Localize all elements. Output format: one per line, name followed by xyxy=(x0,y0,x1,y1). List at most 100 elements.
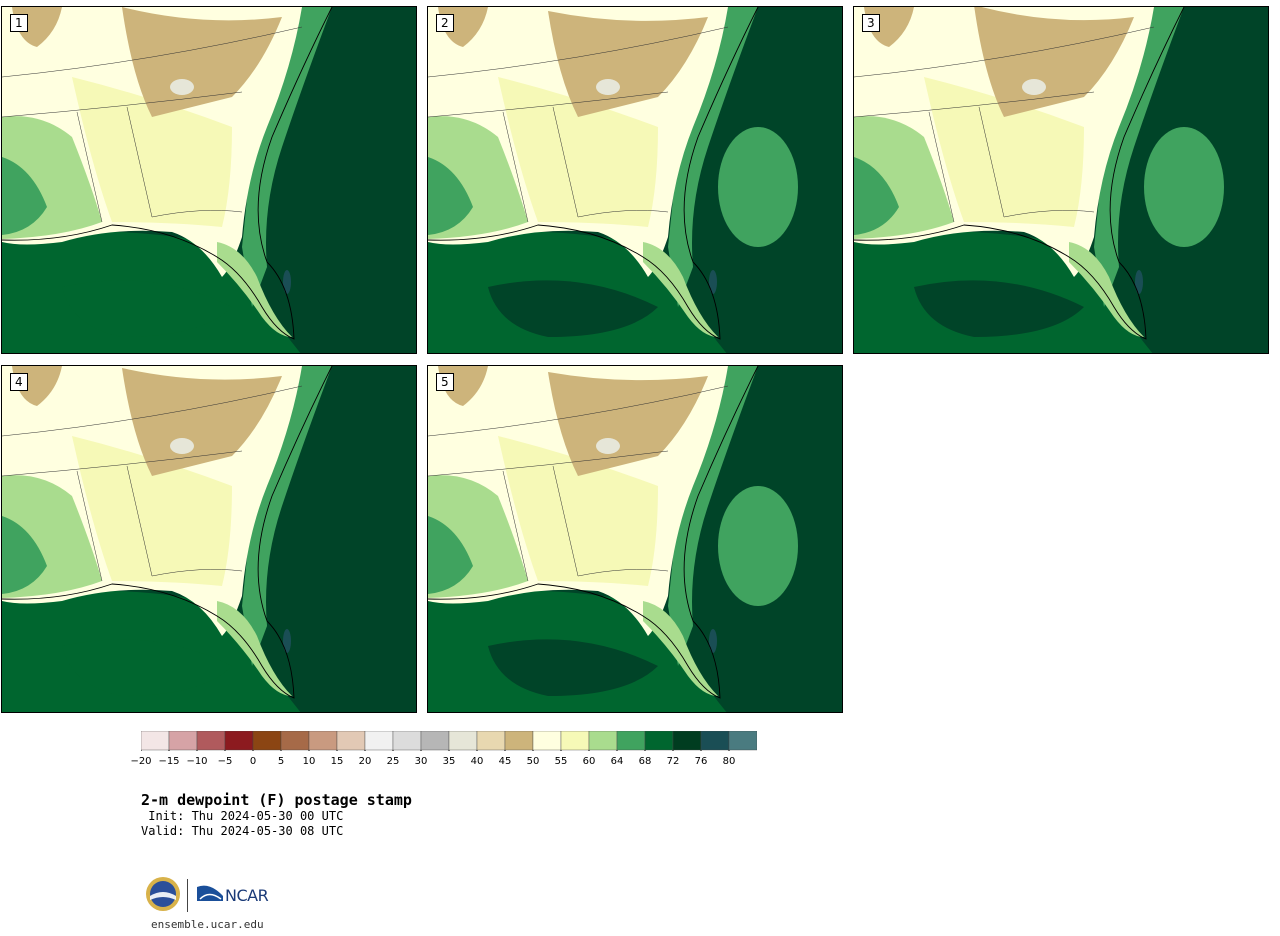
interior-band xyxy=(924,77,1084,227)
colorbar-swatch xyxy=(141,731,170,751)
coastline xyxy=(2,7,333,340)
interior-band xyxy=(72,436,232,586)
colorbar-tick-label: 15 xyxy=(330,756,344,767)
colorbar-swatch xyxy=(672,731,702,751)
colorbar-tick-label: 60 xyxy=(582,756,596,767)
florida-peninsula xyxy=(217,601,292,696)
offshore-moist-region xyxy=(1144,127,1224,247)
high-terrain-patch xyxy=(170,438,194,454)
dewpoint-map-5 xyxy=(428,366,842,712)
valid-time: Valid: Thu 2024-05-30 08 UTC xyxy=(141,824,344,838)
colorbar-tick-label: 72 xyxy=(666,756,680,767)
colorbar-tick-label: 64 xyxy=(610,756,624,767)
gulf-dry-patch xyxy=(488,639,658,696)
member-label: 4 xyxy=(10,373,28,391)
colorbar-swatch xyxy=(196,731,226,751)
colorbar-swatch xyxy=(700,731,730,751)
gulf-dry-patch xyxy=(914,280,1084,337)
appalachian-dry-region xyxy=(122,7,282,117)
colorbar-tick-label: 80 xyxy=(722,756,736,767)
appalachian-dry-region xyxy=(548,372,708,476)
dewpoint-map-1 xyxy=(2,7,416,353)
dewpoint-map-3 xyxy=(854,7,1268,353)
high-terrain-patch xyxy=(596,79,620,95)
colorbar-swatch xyxy=(280,731,310,751)
dewpoint-map-4 xyxy=(2,366,416,712)
member-panel-4: 4 xyxy=(1,365,417,713)
colorbar-tick-label: −5 xyxy=(217,756,233,767)
interior-band xyxy=(72,77,232,227)
coastline xyxy=(854,7,1185,340)
appalachian-dry-region xyxy=(974,7,1134,117)
colorbar-tick-label: 20 xyxy=(358,756,372,767)
gulf-dry-patch xyxy=(62,639,232,696)
offshore-moist-region xyxy=(718,486,798,606)
florida-peninsula xyxy=(1069,242,1144,337)
southwest-humid-region xyxy=(428,157,473,235)
interior-band xyxy=(498,436,658,586)
colorbar-tick-label: 55 xyxy=(554,756,568,767)
high-terrain-patch xyxy=(170,79,194,95)
member-label: 2 xyxy=(436,14,454,32)
colorbar-tick-label: −15 xyxy=(158,756,180,767)
state-borders xyxy=(2,26,303,223)
appalachian-dry-region xyxy=(122,368,282,476)
logo-block: NCAR ensemble.ucar.edu xyxy=(145,876,285,936)
colorbar-tick-label: 30 xyxy=(414,756,428,767)
colorbar-tick-label: 50 xyxy=(526,756,540,767)
colorbar-swatch xyxy=(504,731,534,751)
gulf-dry-patch xyxy=(488,280,658,337)
member-label: 5 xyxy=(436,373,454,391)
nsf-logo-icon xyxy=(146,877,180,911)
colorbar-tick-label: 0 xyxy=(249,756,257,767)
florida-peninsula xyxy=(643,242,718,337)
colorbar-swatch xyxy=(420,731,450,751)
high-terrain-patch xyxy=(1022,79,1046,95)
colorbar-swatch xyxy=(448,731,478,751)
colorbar-swatch xyxy=(224,731,254,751)
coastline xyxy=(428,366,759,699)
southwest-humid-region xyxy=(428,516,473,594)
colorbar-swatch xyxy=(476,731,506,751)
lake-okeechobee xyxy=(283,270,291,294)
colorbar-tick-label: 45 xyxy=(498,756,512,767)
dewpoint-map-2 xyxy=(428,7,842,353)
florida-peninsula xyxy=(217,242,292,337)
lake-okeechobee xyxy=(1135,270,1143,294)
logo-divider xyxy=(187,879,188,912)
lake-okeechobee xyxy=(709,270,717,294)
colorbar-swatch xyxy=(392,731,422,751)
member-panel-3: 3 xyxy=(853,6,1269,354)
colorbar-tick-label: −20 xyxy=(130,756,152,767)
interior-band xyxy=(498,77,658,227)
member-label: 1 xyxy=(10,14,28,32)
southwest-humid-region xyxy=(2,516,47,594)
colorbar-tick-label: 76 xyxy=(694,756,708,767)
colorbar-swatch xyxy=(588,731,618,751)
state-borders xyxy=(428,26,729,223)
lake-okeechobee xyxy=(283,629,291,653)
appalachian-dry-region xyxy=(548,11,708,117)
colorbar-tick-label: 68 xyxy=(638,756,652,767)
colorbar-tick-label: 5 xyxy=(277,756,285,767)
colorbar-swatch xyxy=(168,731,198,751)
lake-okeechobee xyxy=(709,629,717,653)
colorbar-swatch xyxy=(728,731,757,751)
member-label: 3 xyxy=(862,14,880,32)
southwest-humid-region xyxy=(2,157,47,235)
colorbar-tick-labels: −20 −15 −10 −5 0 5 10 15 20 25 30 35 40 45 50 55 60 64 68 7… xyxy=(130,756,781,770)
ncar-wordmark: NCAR xyxy=(225,886,269,905)
member-panel-5: 5 xyxy=(427,365,843,713)
init-time: Init: Thu 2024-05-30 00 UTC xyxy=(141,809,344,823)
colorbar-tick-label: 10 xyxy=(302,756,316,767)
colorbar-swatch xyxy=(364,731,394,751)
gulf-dry-patch xyxy=(62,280,232,337)
colorbar-swatch xyxy=(644,731,674,751)
colorbar-swatch xyxy=(532,731,562,751)
high-terrain-patch xyxy=(596,438,620,454)
state-borders xyxy=(2,385,303,582)
state-borders xyxy=(854,26,1155,223)
colorbar xyxy=(141,731,757,751)
colorbar-tick-label: 25 xyxy=(386,756,400,767)
ncar-logo-icon xyxy=(197,885,223,901)
